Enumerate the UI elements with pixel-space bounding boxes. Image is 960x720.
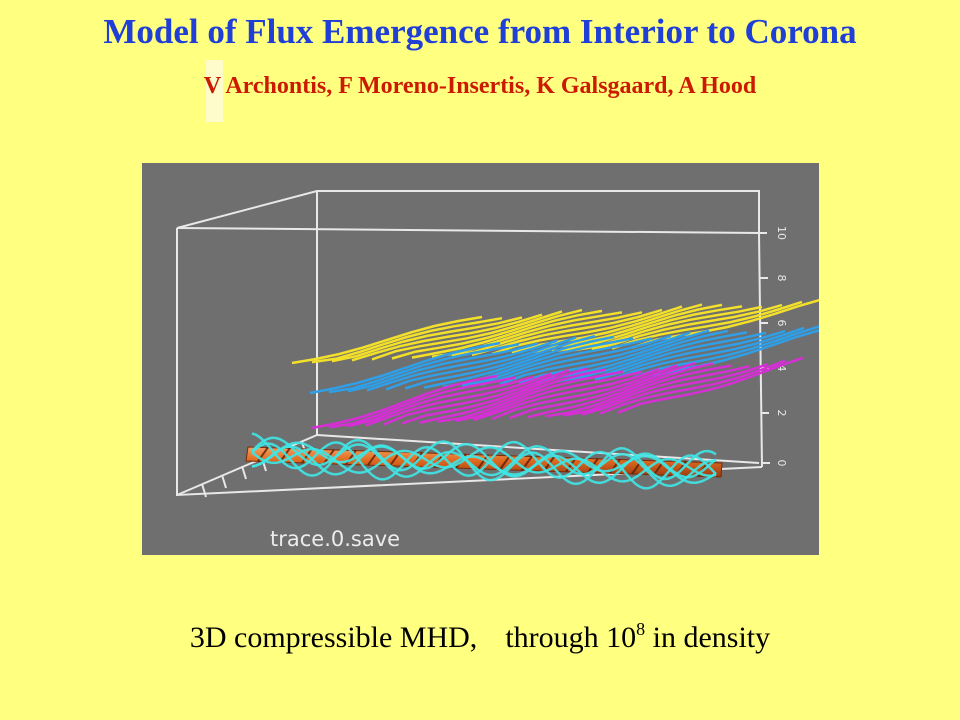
field-line	[632, 325, 819, 379]
twisted-field-line	[251, 438, 717, 486]
field-line	[311, 316, 503, 364]
twisted-field-line	[251, 436, 717, 488]
field-line	[651, 329, 819, 379]
field-line	[404, 334, 596, 390]
slide-caption: 3D compressible MHD, through 108 in densi…	[0, 618, 960, 658]
yellow-field-lines	[291, 298, 819, 365]
vertical-axis-tick-label: 0	[775, 460, 788, 467]
field-line	[455, 370, 642, 423]
field-line	[347, 342, 539, 393]
field-line	[423, 335, 615, 389]
magenta-field-lines	[311, 356, 804, 430]
field-line	[594, 329, 786, 381]
caption-part-3: in density	[645, 621, 771, 654]
field-line	[581, 363, 768, 416]
tube-stripe	[499, 454, 511, 471]
field-line	[385, 336, 577, 391]
field-line	[451, 311, 643, 358]
field-line	[509, 361, 696, 420]
field-line	[365, 372, 552, 427]
field-line	[391, 308, 583, 360]
field-line	[328, 342, 520, 394]
field-line	[551, 305, 743, 353]
cyan-field-lines	[251, 432, 717, 490]
caption-part-2: through 10	[505, 621, 637, 654]
flux-tube-visualization: 0 2 4 6 8 10 trace.0.save	[176, 190, 819, 551]
field-line	[329, 376, 516, 429]
field-line	[383, 368, 570, 426]
field-line	[401, 367, 588, 425]
field-line	[411, 309, 603, 359]
twisted-field-line	[251, 446, 717, 483]
field-line	[480, 334, 672, 387]
caption-exponent: 8	[636, 619, 646, 639]
vertical-axis-tick-label: 8	[775, 275, 788, 282]
field-line	[473, 367, 660, 422]
slide-title: Model of Flux Emergence from Interior to…	[103, 12, 857, 51]
field-line	[556, 331, 748, 383]
field-line	[351, 313, 543, 362]
field-line	[527, 362, 714, 419]
field-line	[545, 364, 732, 418]
field-line	[613, 326, 805, 380]
vertical-axis-tick-label: 2	[775, 410, 788, 417]
twisted-field-line	[251, 432, 717, 490]
field-line	[461, 337, 653, 388]
field-line	[599, 359, 786, 415]
field-line	[366, 339, 558, 392]
field-line	[437, 370, 624, 423]
vertical-axis-tick-label: 10	[775, 226, 788, 240]
field-line	[331, 316, 523, 363]
field-line	[563, 365, 750, 417]
figure-label: trace.0.save	[270, 527, 400, 551]
twisted-field-line	[251, 442, 717, 485]
field-line	[347, 375, 534, 428]
simulation-figure: 0 2 4 6 8 10 trace.0.save	[142, 163, 819, 555]
field-line	[611, 300, 803, 350]
vertical-axis-tick-labels: 0 2 4 6 8 10	[775, 226, 788, 467]
vertical-axis-tick-label: 4	[775, 365, 788, 372]
blue-field-lines	[309, 325, 819, 395]
field-line	[471, 308, 663, 357]
field-line	[291, 315, 483, 365]
vertical-axis-tick-label: 6	[775, 320, 788, 327]
slide-authors: V Archontis, F Moreno-Insertis, K Galsga…	[203, 73, 757, 99]
field-line	[371, 310, 563, 361]
caption-part-1: 3D compressible MHD,	[189, 621, 478, 654]
field-line	[491, 305, 683, 356]
field-line	[491, 364, 678, 421]
field-line	[419, 368, 606, 424]
field-line	[311, 374, 498, 430]
field-line	[617, 356, 804, 414]
field-line	[499, 331, 691, 386]
text-cursor-marker	[206, 60, 223, 122]
field-line	[309, 341, 501, 395]
